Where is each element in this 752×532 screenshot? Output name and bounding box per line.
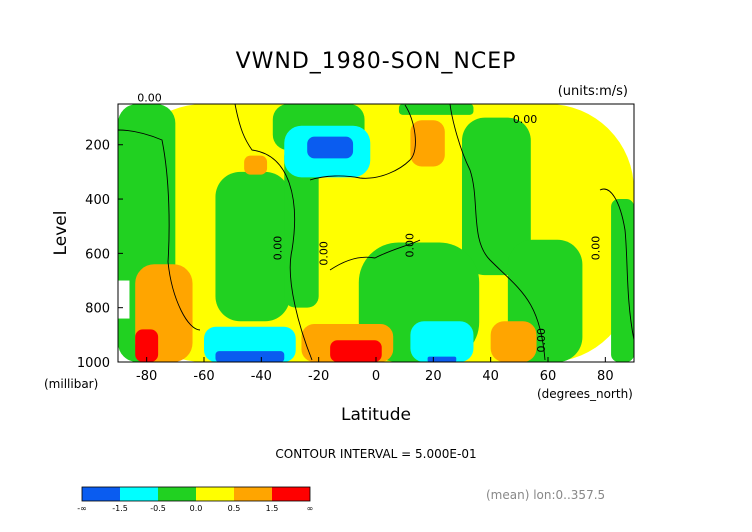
x-tick-label-4: 0 <box>372 369 380 384</box>
x-tick-label-0: -80 <box>136 369 157 384</box>
y-tick-label-3: 800 <box>85 302 110 317</box>
contour-interval-note: CONTOUR INTERVAL = 5.000E-01 <box>275 447 476 461</box>
contour-label-3: 0.00 <box>317 241 330 265</box>
region-19 <box>135 329 159 362</box>
colorbar-swatch-3 <box>196 487 234 501</box>
y-axis-units: (millibar) <box>44 377 98 391</box>
y-tick-label-2: 600 <box>85 247 110 262</box>
contour-label-6: 0.00 <box>590 236 603 260</box>
region-22 <box>490 321 537 362</box>
x-tick-label-2: -40 <box>251 369 272 384</box>
y-axis-ticks: 200 400 600 800 1000 <box>77 139 123 371</box>
region-6 <box>462 117 531 276</box>
colorbar-swatch-0 <box>82 487 120 501</box>
region-20 <box>244 155 268 175</box>
colorbar-label-1: -1.5 <box>112 504 128 513</box>
y-axis-label: Level <box>51 211 71 256</box>
region-4 <box>284 144 319 308</box>
x-axis-ticks: -80 -60 -40 -20 0 20 40 60 80 <box>136 357 614 384</box>
contour-fill-regions <box>118 104 634 362</box>
colorbar-swatch-5 <box>272 487 310 501</box>
region-13 <box>215 351 285 362</box>
y-tick-label-0: 200 <box>85 139 110 154</box>
contour-label-4: 0.00 <box>403 233 416 258</box>
colorbar-label-6: ∞ <box>307 504 314 513</box>
contour-label-1: 0.00 <box>513 113 538 126</box>
colorbar-frame <box>81 486 311 502</box>
x-tick-label-5: 20 <box>425 369 442 384</box>
region-11 <box>307 136 354 159</box>
x-axis-units: (degrees_north) <box>537 387 633 401</box>
colorbar: -∞ -1.5 -0.5 0.0 0.5 1.5 ∞ <box>77 486 314 513</box>
chart-title: VWND_1980-SON_NCEP <box>236 49 517 74</box>
region-5 <box>398 104 474 115</box>
contour-label-2: 0.00 <box>271 236 284 260</box>
colorbar-label-5: 1.5 <box>266 504 279 513</box>
y-tick-label-1: 400 <box>85 193 110 208</box>
x-tick-label-6: 40 <box>482 369 499 384</box>
region-7 <box>611 199 634 362</box>
colorbar-label-0: -∞ <box>77 504 87 513</box>
region-14 <box>410 321 474 362</box>
colorbar-label-4: 0.5 <box>228 504 241 513</box>
region-2 <box>215 171 290 322</box>
x-tick-label-7: 60 <box>540 369 557 384</box>
contour-label-0: 0.00 <box>137 91 162 104</box>
colorbar-label-2: -0.5 <box>150 504 166 513</box>
contour-label-group: 0.00 0.00 0.00 0.00 0.00 0.00 0.00 <box>137 91 602 352</box>
colorbar-swatch-1 <box>120 487 158 501</box>
units-label: (units:m/s) <box>558 84 628 99</box>
region-21 <box>410 120 445 167</box>
region-17 <box>330 340 382 362</box>
x-tick-label-8: 80 <box>597 369 614 384</box>
region-15 <box>427 356 457 362</box>
x-axis-label: Latitude <box>341 405 411 425</box>
x-tick-label-3: -20 <box>308 369 329 384</box>
y-tick-label-4: 1000 <box>77 356 110 371</box>
colorbar-label-3: 0.0 <box>190 504 203 513</box>
x-tick-label-1: -60 <box>193 369 214 384</box>
contour-lines <box>118 104 634 361</box>
contour-label-5: 0.00 <box>535 328 548 353</box>
colorbar-swatch-4 <box>234 487 272 501</box>
missing-data-area <box>118 280 130 319</box>
mean-note: (mean) lon:0..357.5 <box>486 488 605 502</box>
colorbar-swatch-2 <box>158 487 196 501</box>
